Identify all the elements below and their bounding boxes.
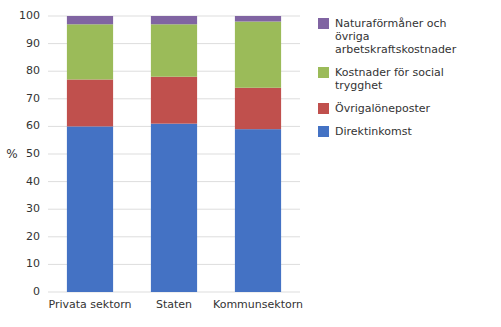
y-tick-label: 60	[26, 119, 40, 132]
bar-segment	[151, 124, 197, 292]
legend-swatch	[318, 126, 329, 137]
y-tick-label: 70	[26, 92, 40, 105]
bar-segment	[151, 24, 197, 76]
legend-swatch	[318, 67, 329, 78]
legend-label: Kostnader för socialtrygghet	[335, 66, 444, 92]
y-tick-label: 50	[26, 147, 40, 160]
bar-segment	[67, 24, 113, 79]
y-axis: 0 10 20 30 40 50 60 70 80 90 100	[19, 9, 300, 298]
bar-segment	[235, 22, 281, 88]
x-tick-label: Staten	[156, 298, 192, 311]
y-tick-label: 0	[33, 285, 40, 298]
y-tick-label: 10	[26, 257, 40, 270]
bar-segment	[235, 88, 281, 129]
bar-segment	[67, 16, 113, 24]
x-axis: Privata sektorn Staten Kommunsektorn	[48, 298, 303, 311]
y-tick-label: 40	[26, 175, 40, 188]
chart-container: 0 10 20 30 40 50 60 70 80 90 100% Privata sektorn St…	[0, 0, 501, 327]
y-tick-label: 20	[26, 230, 40, 243]
y-tick-label: 100	[19, 9, 40, 22]
x-tick-label: Kommunsektorn	[213, 298, 303, 311]
legend-label: Naturaförmåner ochövrigaarbetskraftskost…	[335, 17, 457, 56]
legend-swatch	[318, 18, 329, 29]
y-axis-label: %	[6, 147, 17, 161]
legend-label: Direktinkomst	[335, 125, 412, 138]
y-tick-label: 90	[26, 37, 40, 50]
bar-segment	[67, 79, 113, 126]
y-tick-label: 30	[26, 202, 40, 215]
y-tick-label: 80	[26, 64, 40, 77]
bar-segment	[151, 16, 197, 24]
legend: Naturaförmåner ochövrigaarbetskraftskost…	[318, 17, 457, 138]
bars	[67, 16, 281, 292]
bar-segment	[235, 16, 281, 22]
bar-segment	[235, 129, 281, 292]
bar-segment	[151, 77, 197, 124]
bar-segment	[67, 126, 113, 292]
x-tick-label: Privata sektorn	[48, 298, 131, 311]
legend-label: Övrigalöneposter	[335, 102, 431, 115]
legend-swatch	[318, 103, 329, 114]
chart: 0 10 20 30 40 50 60 70 80 90 100% Privata sektorn St…	[0, 0, 501, 327]
